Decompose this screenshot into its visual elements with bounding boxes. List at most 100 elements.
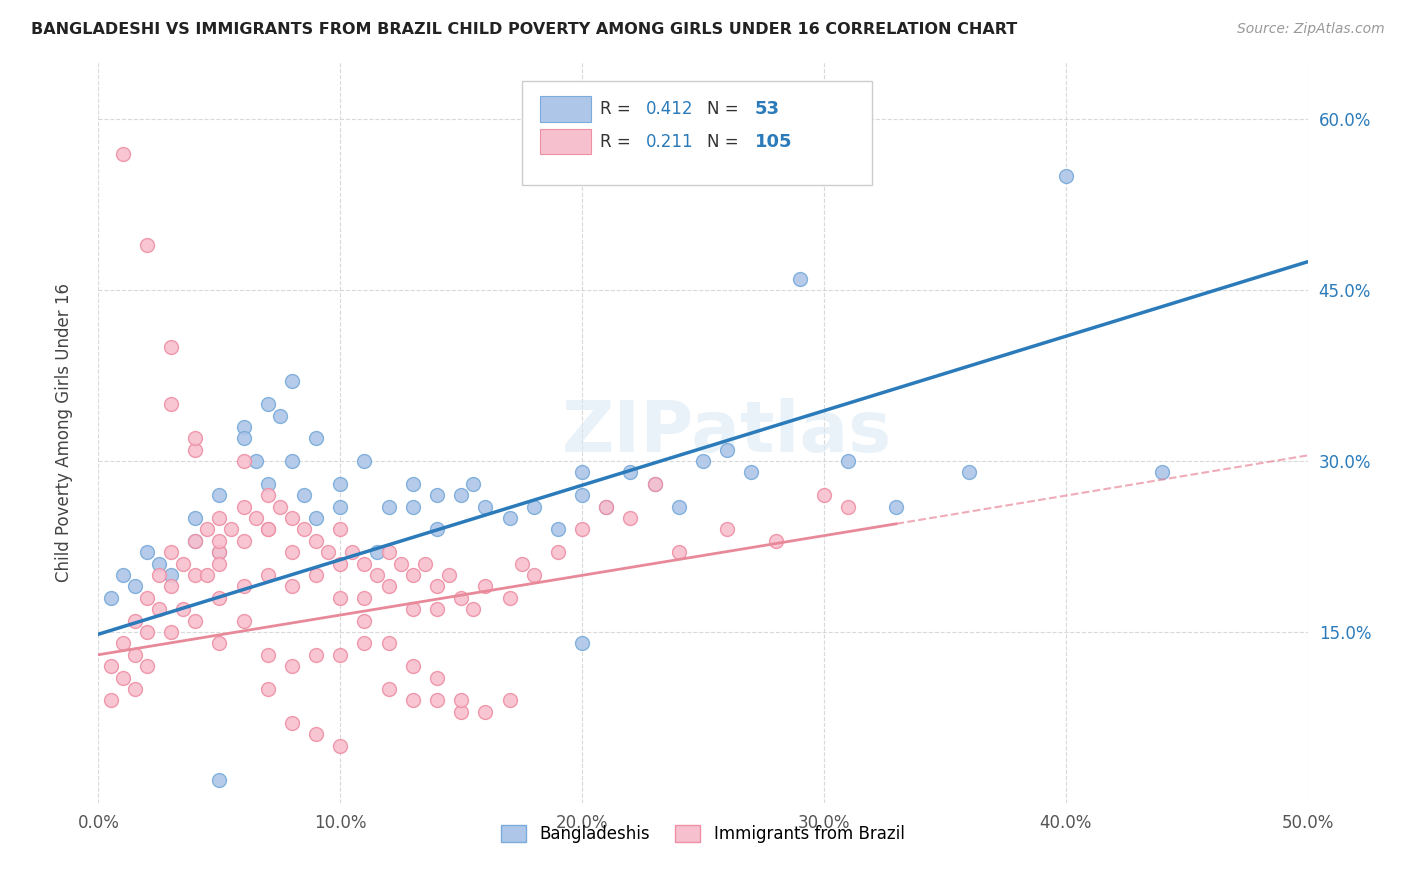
Point xyxy=(208,488,231,502)
Point xyxy=(160,545,183,559)
Point xyxy=(463,602,485,616)
Point xyxy=(160,579,183,593)
Point xyxy=(305,568,328,582)
Point xyxy=(402,693,425,707)
Point xyxy=(644,476,666,491)
Point xyxy=(305,511,328,525)
Text: Source: ZipAtlas.com: Source: ZipAtlas.com xyxy=(1237,22,1385,37)
Point xyxy=(135,591,157,605)
Point xyxy=(450,693,472,707)
Point xyxy=(100,659,122,673)
Legend: Bangladeshis, Immigrants from Brazil: Bangladeshis, Immigrants from Brazil xyxy=(495,819,911,850)
Point xyxy=(256,476,278,491)
Point xyxy=(232,431,254,445)
Point xyxy=(232,579,254,593)
Point xyxy=(232,454,254,468)
FancyBboxPatch shape xyxy=(540,129,591,154)
Point xyxy=(316,545,339,559)
Point xyxy=(377,500,399,514)
Point xyxy=(353,454,375,468)
Point xyxy=(305,648,328,662)
Point xyxy=(135,624,157,639)
Point xyxy=(413,557,436,571)
Point xyxy=(221,523,243,537)
Point xyxy=(837,500,859,514)
Point xyxy=(124,681,146,696)
Point xyxy=(256,397,278,411)
Point xyxy=(342,545,364,559)
Text: N =: N = xyxy=(707,100,744,118)
Point xyxy=(124,579,146,593)
Point xyxy=(571,636,593,650)
Text: N =: N = xyxy=(707,133,744,151)
Point xyxy=(148,568,170,582)
Point xyxy=(292,523,315,537)
Point xyxy=(474,500,496,514)
Point xyxy=(100,693,122,707)
Point xyxy=(232,420,254,434)
Point xyxy=(256,523,278,537)
Point xyxy=(281,545,304,559)
Point xyxy=(377,545,399,559)
Point xyxy=(160,340,183,354)
Point xyxy=(426,602,449,616)
Point xyxy=(1054,169,1077,184)
Point xyxy=(716,523,738,537)
Point xyxy=(281,659,304,673)
Point xyxy=(305,533,328,548)
Point xyxy=(208,772,231,787)
Point xyxy=(160,568,183,582)
Point xyxy=(160,397,183,411)
Point xyxy=(595,500,617,514)
Point xyxy=(135,237,157,252)
Point xyxy=(208,636,231,650)
Point xyxy=(523,568,546,582)
Point xyxy=(353,591,375,605)
Point xyxy=(668,500,690,514)
Point xyxy=(595,500,617,514)
Point xyxy=(957,466,980,480)
Point xyxy=(571,488,593,502)
Point xyxy=(474,705,496,719)
Text: R =: R = xyxy=(600,100,637,118)
Point xyxy=(269,409,291,423)
Point xyxy=(402,500,425,514)
Point xyxy=(547,523,569,537)
Point xyxy=(111,636,134,650)
Point xyxy=(498,591,520,605)
Point xyxy=(329,557,352,571)
FancyBboxPatch shape xyxy=(522,81,872,185)
Point xyxy=(450,591,472,605)
Point xyxy=(426,579,449,593)
Point xyxy=(619,511,641,525)
Point xyxy=(281,716,304,731)
Point xyxy=(426,488,449,502)
Point xyxy=(195,568,218,582)
Point xyxy=(195,523,218,537)
Point xyxy=(208,557,231,571)
Point xyxy=(474,579,496,593)
Text: R =: R = xyxy=(600,133,641,151)
Point xyxy=(377,681,399,696)
Point xyxy=(100,591,122,605)
Point xyxy=(184,533,207,548)
Point xyxy=(437,568,460,582)
Point xyxy=(740,466,762,480)
Point xyxy=(353,557,375,571)
Point xyxy=(256,523,278,537)
Point xyxy=(389,557,412,571)
Point xyxy=(184,533,207,548)
Point xyxy=(716,442,738,457)
Point xyxy=(571,466,593,480)
FancyBboxPatch shape xyxy=(540,96,591,121)
Point xyxy=(232,614,254,628)
Point xyxy=(789,272,811,286)
Point xyxy=(463,476,485,491)
Point xyxy=(124,614,146,628)
Point xyxy=(172,557,194,571)
Point xyxy=(571,523,593,537)
Point xyxy=(148,602,170,616)
Point xyxy=(450,705,472,719)
Point xyxy=(305,431,328,445)
Point xyxy=(377,636,399,650)
